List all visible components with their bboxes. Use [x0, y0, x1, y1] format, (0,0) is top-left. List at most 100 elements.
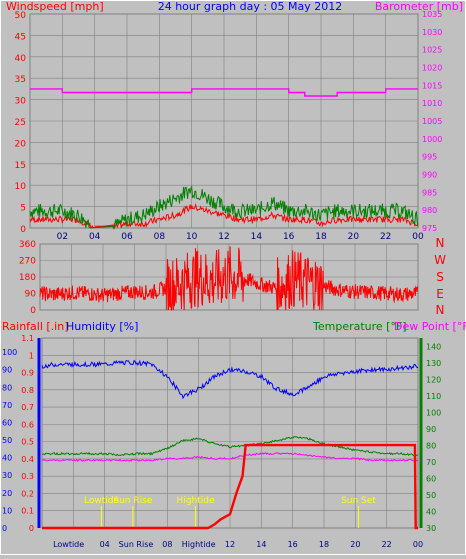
temperature-tick-label: 50: [426, 491, 436, 500]
wind-direction-line: [39, 246, 419, 311]
rain-tick-label: 0.4: [21, 455, 34, 464]
temperature-tick-label: 90: [426, 425, 436, 434]
temperature-tick-label: 130: [426, 359, 441, 368]
x-tick-label: 14: [251, 232, 263, 242]
wind-tick-label: 0: [20, 225, 26, 235]
wind-baro-chart: 0510152025303540455097598098599099510001…: [15, 10, 443, 242]
rain-tick-label: 0.7: [21, 403, 34, 412]
baro-tick-label: 990: [422, 171, 437, 180]
baro-tick-label: 1000: [422, 135, 442, 144]
rainfall-line: [42, 443, 418, 530]
x-tick-label: 16: [288, 540, 298, 549]
rain-tick-label: 0.6: [21, 420, 34, 429]
baro-axis-title: Barometer [mb]: [375, 0, 463, 13]
temperature-tick-label: 100: [426, 408, 441, 417]
rain-tick-label: 0.1: [21, 507, 34, 516]
humidity-tick-label: 30: [2, 471, 12, 480]
baro-tick-label: 1010: [422, 99, 442, 108]
temperature-tick-label: 80: [426, 441, 436, 450]
baro-tick-label: 1015: [422, 81, 442, 90]
baro-tick-label: 1035: [422, 10, 442, 19]
direction-tick-label: 270: [19, 257, 36, 267]
wind-direction-chart: 0 90 180 270 360: [19, 240, 419, 316]
temperature-tick-label: 40: [426, 507, 436, 516]
rain-tick-label: 0: [29, 524, 34, 533]
x-tick-label: 00: [413, 540, 423, 549]
baro-tick-label: 1025: [422, 46, 442, 55]
x-tick-label: 18: [319, 540, 329, 549]
tide-label: Lowtide: [84, 496, 119, 506]
rain-tick-label: 0.2: [21, 489, 34, 498]
baro-tick-label: 1020: [422, 64, 442, 73]
wind-tick-label: 25: [15, 118, 26, 128]
rain-tick-label: 1: [29, 351, 34, 360]
direction-tick-label: 180: [19, 273, 36, 283]
humidity-tick-label: 10: [2, 506, 12, 515]
rain-axis-title: Rainfall [.in]: [2, 320, 69, 333]
barometer-line: [30, 88, 418, 97]
x-tick-label: 14: [256, 540, 266, 549]
gust-line: [29, 184, 419, 230]
x-tick-label: Lowtide: [53, 540, 84, 549]
wind-tick-label: 30: [15, 97, 27, 107]
humidity-axis-title: Humidity [%]: [66, 320, 138, 333]
temperature-line: [42, 436, 419, 457]
x-tick-label: 08: [154, 232, 166, 242]
tide-label: Sun Rise: [113, 496, 152, 506]
temperature-tick-label: 110: [426, 392, 441, 401]
rain-tick-label: 1.1: [21, 334, 34, 343]
x-tick-label: 12: [225, 540, 235, 549]
wind-axis-title: Windspeed [mph]: [6, 0, 104, 13]
x-tick-label: 20: [350, 540, 360, 549]
humidity-tick-label: 80: [2, 383, 12, 392]
rain-tick-label: 0.9: [21, 369, 34, 378]
temperature-axis-title: Temperature [°F]: [312, 320, 407, 333]
direction-tick-label: 90: [25, 290, 37, 300]
wind-tick-label: 40: [15, 54, 27, 64]
humidity-tick-label: 50: [2, 436, 12, 445]
baro-tick-label: 1005: [422, 117, 442, 126]
humidity-line: [41, 359, 419, 400]
x-tick-label: 22: [380, 232, 391, 242]
humidity-tick-label: 0: [2, 524, 7, 533]
wind-tick-label: 50: [15, 11, 27, 21]
x-tick-label: 22: [382, 540, 392, 549]
x-tick-label: 06: [121, 232, 133, 242]
x-tick-label: 20: [348, 232, 360, 242]
compass-label-w: W: [434, 253, 446, 267]
wind-tick-label: 15: [15, 161, 26, 171]
x-tick-label: 02: [57, 232, 68, 242]
temperature-tick-label: 30: [426, 524, 436, 533]
wind-tick-label: 10: [15, 182, 27, 192]
compass-label-s: S: [436, 270, 444, 284]
temperature-tick-label: 70: [426, 458, 436, 467]
x-tick-label: 10: [186, 232, 198, 242]
x-tick-label: 04: [100, 540, 110, 549]
wind-tick-label: 35: [15, 75, 26, 85]
x-tick-label: 18: [315, 232, 327, 242]
x-tick-label: Hightide: [182, 540, 216, 549]
wind-tick-label: 5: [20, 204, 26, 214]
temperature-tick-label: 60: [426, 474, 436, 483]
direction-tick-label: 0: [30, 306, 36, 316]
page-title: 24 hour graph day : 05 May 2012: [158, 0, 343, 13]
temperature-tick-label: 140: [426, 342, 441, 351]
tide-label: Hightide: [177, 496, 215, 506]
baro-tick-label: 985: [422, 188, 437, 197]
humidity-tick-label: 20: [2, 489, 12, 498]
rain-tick-label: 0.3: [21, 472, 34, 481]
rain-tick-label: 0.8: [21, 386, 34, 395]
x-tick-label: 04: [89, 232, 101, 242]
compass-label-n-bottom: N: [436, 303, 445, 317]
x-tick-label: Sun Rise: [119, 540, 154, 549]
wind-tick-label: 45: [15, 32, 26, 42]
humidity-tick-label: 60: [2, 418, 12, 427]
baro-tick-label: 1030: [422, 28, 442, 37]
x-tick-label: 08: [162, 540, 172, 549]
direction-tick-label: 360: [19, 240, 36, 250]
tide-label: Sun Set: [341, 496, 376, 506]
dewpoint-axis-title: Dew Point [°F]: [394, 320, 466, 333]
dewpoint-line: [41, 452, 418, 463]
x-tick-label: 00: [412, 232, 424, 242]
